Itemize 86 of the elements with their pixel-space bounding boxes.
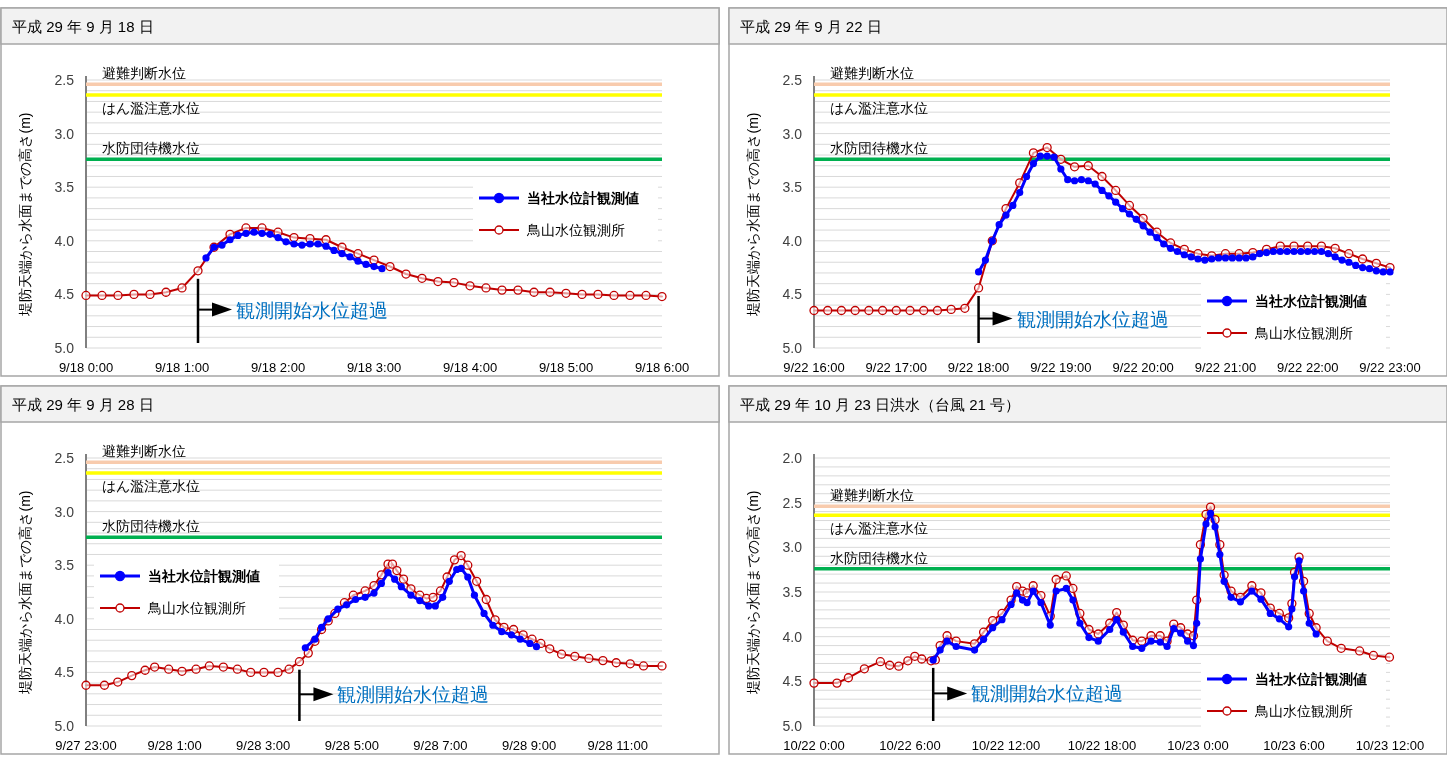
ref-line-label: はん濫注意水位: [830, 520, 928, 537]
y-tick-label: 3.5: [782, 179, 803, 196]
x-tick-label: 10/23 12:00: [1355, 738, 1425, 753]
y-tick-label: 3.0: [782, 125, 803, 142]
chart-title: 平成 29 年 9 月 18 日: [12, 18, 154, 35]
x-tick-label: 10/22 6:00: [879, 738, 941, 753]
y-tick-label: 2.5: [782, 72, 803, 88]
x-tick-label: 9/18 0:00: [58, 360, 114, 375]
x-tick-label: 9/28 1:00: [147, 738, 202, 753]
y-axis-title: 堤防天端から水面までの高さ(m): [745, 490, 761, 695]
x-tick-label: 9/18 3:00: [346, 360, 402, 375]
ref-line-label: 避難判断水位: [102, 443, 186, 460]
y-tick-label: 5.0: [54, 340, 75, 356]
legend-label: 鳥山水位観測所: [1254, 325, 1353, 341]
y-tick-label: 5.0: [54, 718, 75, 734]
x-tick-label: 9/22 18:00: [947, 360, 1010, 375]
ref-line-label: はん濫注意水位: [102, 100, 200, 117]
legend-label: 鳥山水位観測所: [526, 222, 625, 238]
legend-label: 鳥山水位観測所: [1254, 703, 1353, 719]
ref-line-label: 水防団待機水位: [102, 140, 200, 157]
x-tick-label: 9/18 6:00: [634, 360, 690, 375]
ref-line-label: 水防団待機水位: [830, 549, 928, 566]
y-tick-label: 5.0: [782, 718, 803, 734]
y-tick-label: 3.5: [782, 584, 803, 600]
y-tick-label: 4.5: [54, 286, 75, 303]
x-tick-label: 9/18 1:00: [154, 360, 210, 375]
x-tick-label: 10/23 0:00: [1167, 738, 1229, 753]
y-tick-label: 3.5: [54, 179, 75, 196]
ref-line-label: 避難判断水位: [102, 65, 186, 82]
legend-label: 鳥山水位観測所: [147, 600, 246, 616]
y-tick-label: 2.5: [54, 72, 75, 88]
ref-line-label: 水防団待機水位: [830, 140, 928, 157]
y-tick-label: 2.5: [54, 450, 75, 466]
y-axis-title: 堤防天端から水面までの高さ(m): [17, 490, 33, 695]
y-axis-title: 堤防天端から水面までの高さ(m): [17, 112, 33, 317]
ref-line-label: 水防団待機水位: [102, 518, 200, 535]
x-tick-label: 10/22 0:00: [783, 738, 845, 753]
y-tick-label: 3.0: [54, 503, 75, 520]
x-tick-label: 9/22 22:00: [1276, 360, 1339, 375]
ref-line-label: 観測開始水位超過: [337, 684, 490, 706]
legend-label: 当社水位計観測値: [1255, 293, 1367, 309]
x-tick-label: 10/23 6:00: [1263, 738, 1325, 753]
chart-title: 平成 29 年 9 月 22 日: [740, 18, 882, 35]
ref-line-label: 観測開始水位超過: [236, 299, 388, 321]
legend-label: 当社水位計観測値: [1255, 671, 1367, 687]
x-tick-label: 9/27 23:00: [55, 738, 117, 753]
x-tick-label: 9/28 5:00: [324, 738, 379, 753]
chart-title: 平成 29 年 9 月 28 日: [12, 396, 154, 413]
y-tick-label: 4.5: [54, 664, 75, 681]
x-tick-label: 9/22 16:00: [783, 360, 845, 375]
y-tick-label: 4.0: [54, 610, 75, 627]
x-tick-label: 9/28 9:00: [501, 738, 557, 753]
legend-label: 当社水位計観測値: [527, 190, 639, 206]
x-tick-label: 9/28 7:00: [413, 738, 468, 753]
ref-line-label: 避難判断水位: [830, 65, 914, 82]
x-tick-label: 9/18 4:00: [442, 360, 498, 375]
ref-line-label: 観測開始水位超過: [1016, 308, 1169, 330]
y-tick-label: 5.0: [782, 340, 803, 356]
x-tick-label: 10/22 12:00: [971, 738, 1041, 753]
x-tick-label: 9/28 11:00: [587, 738, 648, 753]
ref-line-label: 避難判断水位: [830, 487, 914, 504]
y-tick-label: 4.0: [782, 628, 803, 645]
x-tick-label: 9/22 17:00: [865, 360, 928, 375]
y-tick-label: 3.0: [782, 539, 803, 556]
y-axis-title: 堤防天端から水面までの高さ(m): [745, 112, 761, 317]
x-tick-label: 9/18 5:00: [538, 360, 594, 375]
ref-line-label: はん濫注意水位: [830, 100, 928, 117]
y-tick-label: 3.0: [54, 125, 75, 142]
y-tick-label: 4.0: [54, 232, 75, 249]
x-tick-label: 9/18 2:00: [250, 360, 306, 375]
ref-line-label: はん濫注意水位: [102, 478, 200, 495]
y-tick-label: 4.0: [782, 232, 803, 249]
x-tick-label: 10/22 18:00: [1067, 738, 1137, 753]
y-tick-label: 4.5: [782, 673, 803, 690]
legend-label: 当社水位計観測値: [148, 568, 260, 584]
y-tick-label: 3.5: [54, 557, 75, 574]
chart-title: 平成 29 年 10 月 23 日洪水（台風 21 号）: [740, 396, 1021, 413]
x-tick-label: 9/22 19:00: [1030, 360, 1092, 375]
x-tick-label: 9/22 20:00: [1112, 360, 1174, 375]
x-tick-label: 9/22 21:00: [1194, 360, 1257, 375]
y-tick-label: 2.0: [782, 450, 803, 466]
y-tick-label: 2.5: [782, 494, 803, 511]
y-tick-label: 4.5: [782, 286, 803, 303]
ref-line-label: 観測開始水位超過: [971, 683, 1124, 705]
x-tick-label: 9/28 3:00: [236, 738, 291, 753]
x-tick-label: 9/22 23:00: [1359, 360, 1421, 375]
